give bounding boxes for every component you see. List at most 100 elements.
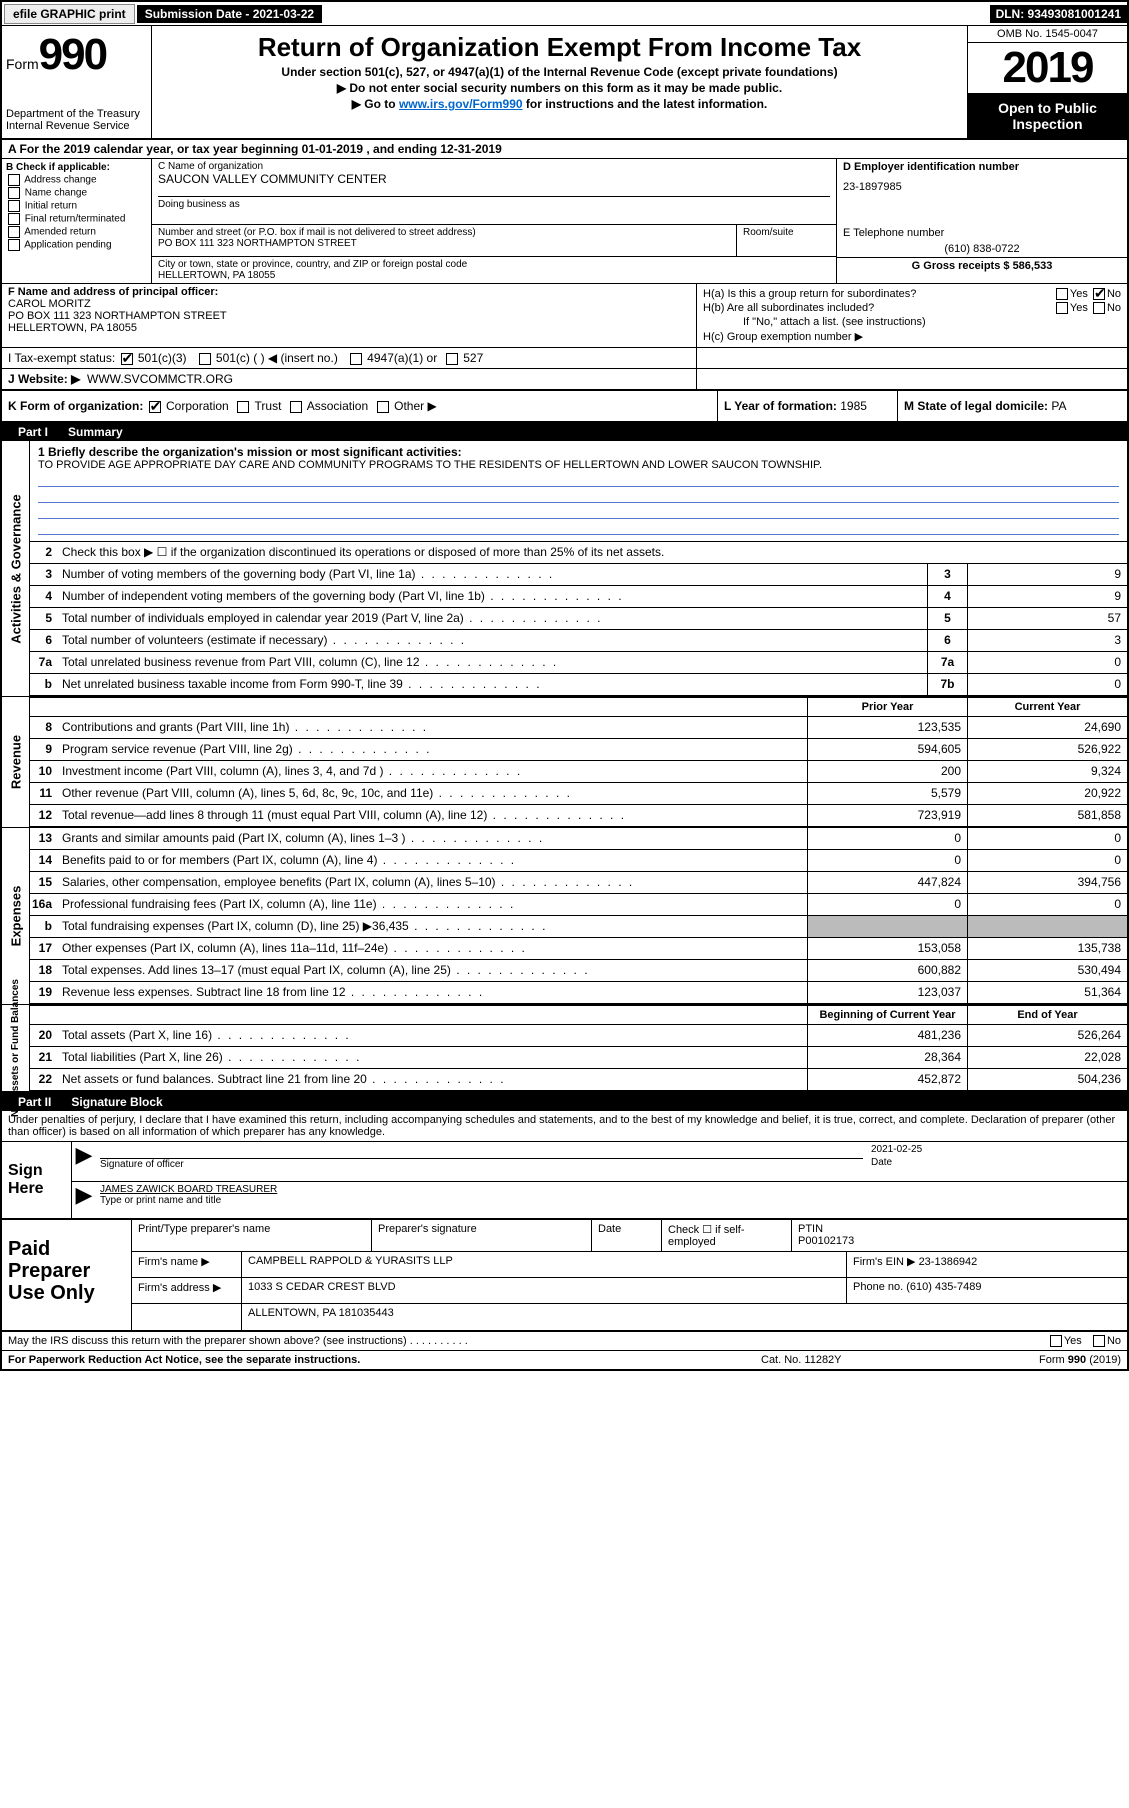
row-klm: K Form of organization: Corporation Trus…	[2, 391, 1127, 423]
officer-addr2: HELLERTOWN, PA 18055	[8, 322, 690, 334]
line-13: 13Grants and similar amounts paid (Part …	[30, 828, 1127, 850]
line-15: 15Salaries, other compensation, employee…	[30, 872, 1127, 894]
ein-label: D Employer identification number	[843, 161, 1121, 173]
chk-name-change[interactable]: Name change	[6, 187, 147, 199]
line-16a: 16aProfessional fundraising fees (Part I…	[30, 894, 1127, 916]
header-left: Form990 Department of the Treasury Inter…	[2, 26, 152, 138]
section-expenses: Expenses 13Grants and similar amounts pa…	[2, 827, 1127, 1004]
line-12: 12Total revenue—add lines 8 through 11 (…	[30, 805, 1127, 827]
prep-row-1: Print/Type preparer's name Preparer's si…	[132, 1220, 1127, 1252]
website-value: WWW.SVCOMMCTR.ORG	[87, 372, 233, 386]
officer-signature-field[interactable]: Signature of officer	[96, 1142, 867, 1181]
line-8: 8Contributions and grants (Part VIII, li…	[30, 717, 1127, 739]
irs-label: Internal Revenue Service	[6, 120, 147, 132]
discuss-no[interactable]	[1093, 1335, 1105, 1347]
col-b-checkboxes: B Check if applicable: Address change Na…	[2, 159, 152, 283]
instr-line-2: ▶ Go to www.irs.gov/Form990 for instruct…	[160, 97, 959, 111]
section-ag: Activities & Governance 1 Briefly descri…	[2, 441, 1127, 696]
na-col-headers: Beginning of Current Year End of Year	[30, 1005, 1127, 1025]
prep-name-lbl: Print/Type preparer's name	[132, 1220, 372, 1251]
form-word: Form	[6, 56, 39, 72]
discuss-yes[interactable]	[1050, 1335, 1062, 1347]
room-cell: Room/suite	[737, 225, 837, 257]
rev-col-headers: Prior Year Current Year	[30, 697, 1127, 717]
chk-application-pending[interactable]: Application pending	[6, 239, 147, 251]
hdr-prior-year: Prior Year	[807, 698, 967, 716]
dln-badge: DLN: 93493081001241	[990, 5, 1127, 23]
form-of-org: K Form of organization: Corporation Trus…	[2, 391, 717, 421]
form-header: Form990 Department of the Treasury Inter…	[2, 26, 1127, 140]
line-5: 5Total number of individuals employed in…	[30, 608, 1127, 630]
pra-notice: For Paperwork Reduction Act Notice, see …	[8, 1354, 761, 1366]
hdr-current-year: Current Year	[967, 698, 1127, 716]
line-6: 6Total number of volunteers (estimate if…	[30, 630, 1127, 652]
gross-value: 586,533	[1013, 260, 1053, 272]
form-990-page: efile GRAPHIC print Submission Date - 20…	[0, 0, 1129, 1371]
part1-title: Summary	[68, 425, 123, 439]
gross-label: G Gross receipts $	[912, 260, 1013, 272]
line-20: 20Total assets (Part X, line 16)481,2365…	[30, 1025, 1127, 1047]
row-i: I Tax-exempt status: 501(c)(3) 501(c) ( …	[2, 348, 1127, 369]
line-18: 18Total expenses. Add lines 13–17 (must …	[30, 960, 1127, 982]
irs-form990-link[interactable]: www.irs.gov/Form990	[399, 97, 523, 111]
line-21: 21Total liabilities (Part X, line 26)28,…	[30, 1047, 1127, 1069]
form-990-big: 990	[39, 30, 106, 79]
omb-number: OMB No. 1545-0047	[968, 26, 1127, 43]
line-9: 9Program service revenue (Part VIII, lin…	[30, 739, 1127, 761]
firm-addr-lbl: Firm's address ▶	[132, 1278, 242, 1303]
city-label: City or town, state or province, country…	[158, 259, 830, 270]
prep-row-2: Firm's name ▶ CAMPBELL RAPPOLD & YURASIT…	[132, 1252, 1127, 1278]
ha-no[interactable]	[1093, 288, 1105, 300]
line-22: 22Net assets or fund balances. Subtract …	[30, 1069, 1127, 1091]
line-b: bTotal fundraising expenses (Part IX, co…	[30, 916, 1127, 938]
year-formation: L Year of formation: 1985	[717, 391, 897, 421]
chk-final-return[interactable]: Final return/terminated	[6, 213, 147, 225]
sig-arrow-icon: ▶	[72, 1142, 96, 1181]
chk-other[interactable]	[377, 401, 389, 413]
firm-addr-val: 1033 S CEDAR CREST BLVD	[242, 1278, 847, 1303]
officer-name: CAROL MORITZ	[8, 298, 690, 310]
top-toolbar: efile GRAPHIC print Submission Date - 20…	[2, 2, 1127, 26]
ha-yes[interactable]	[1056, 288, 1068, 300]
phone-label: E Telephone number	[843, 227, 1121, 239]
hb-no[interactable]	[1093, 302, 1105, 314]
room-label: Room/suite	[743, 227, 830, 238]
chk-corporation[interactable]	[149, 401, 161, 413]
sign-here-label: Sign Here	[2, 1142, 72, 1218]
chk-address-change[interactable]: Address change	[6, 174, 147, 186]
discuss-row: May the IRS discuss this return with the…	[2, 1332, 1127, 1351]
chk-4947[interactable]	[350, 353, 362, 365]
part1-num: Part I	[8, 425, 58, 439]
line-19: 19Revenue less expenses. Subtract line 1…	[30, 982, 1127, 1004]
line-11: 11Other revenue (Part VIII, column (A), …	[30, 783, 1127, 805]
street-label: Number and street (or P.O. box if mail i…	[158, 227, 730, 238]
chk-initial-return[interactable]: Initial return	[6, 200, 147, 212]
org-name-cell: C Name of organization SAUCON VALLEY COM…	[152, 159, 837, 225]
part1-header: Part I Summary	[2, 423, 1127, 441]
chk-amended-return[interactable]: Amended return	[6, 226, 147, 238]
website-cell: J Website: ▶ WWW.SVCOMMCTR.ORG	[2, 369, 697, 389]
chk-501c[interactable]	[199, 353, 211, 365]
section-netassets: Net Assets or Fund Balances Beginning of…	[2, 1004, 1127, 1093]
open-to-public: Open to Public Inspection	[968, 94, 1127, 138]
chk-501c3[interactable]	[121, 353, 133, 365]
line-7a: 7aTotal unrelated business revenue from …	[30, 652, 1127, 674]
discuss-text: May the IRS discuss this return with the…	[8, 1335, 921, 1347]
q1-value: TO PROVIDE AGE APPROPRIATE DAY CARE AND …	[38, 459, 1119, 471]
chk-trust[interactable]	[237, 401, 249, 413]
org-name-label: C Name of organization	[158, 161, 830, 172]
chk-527[interactable]	[446, 353, 458, 365]
hdr-begin-year: Beginning of Current Year	[807, 1006, 967, 1024]
col-e-phone: E Telephone number (610) 838-0722	[837, 225, 1127, 257]
firm-name-val: CAMPBELL RAPPOLD & YURASITS LLP	[242, 1252, 847, 1277]
discuss-yesno: Yes No	[921, 1335, 1121, 1347]
hb-yes[interactable]	[1056, 302, 1068, 314]
hb-line: H(b) Are all subordinates included? Yes …	[703, 302, 1121, 314]
efile-print-button[interactable]: efile GRAPHIC print	[4, 4, 135, 24]
firm-name-lbl: Firm's name ▶	[132, 1252, 242, 1277]
chk-association[interactable]	[290, 401, 302, 413]
vlabel-expenses: Expenses	[2, 828, 30, 1004]
prep-selfemp[interactable]: Check ☐ if self-employed	[662, 1220, 792, 1251]
city-value: HELLERTOWN, PA 18055	[158, 270, 830, 281]
goto-post: for instructions and the latest informat…	[523, 97, 768, 111]
